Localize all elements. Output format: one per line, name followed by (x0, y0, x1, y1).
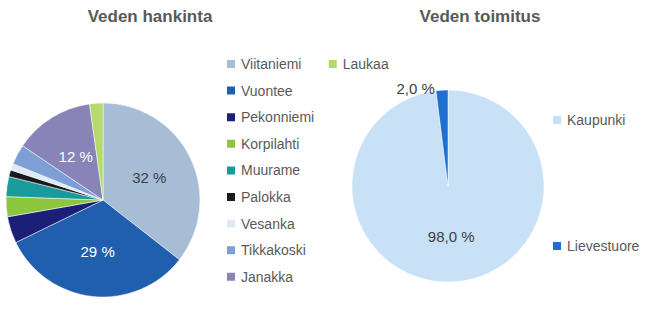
svg-text:Veden toimitus: Veden toimitus (420, 7, 541, 26)
svg-text:Palokka: Palokka (241, 189, 291, 205)
svg-text:Lievestuore: Lievestuore (567, 238, 640, 254)
svg-text:Viitaniemi: Viitaniemi (241, 56, 301, 72)
svg-text:32 %: 32 % (132, 169, 166, 186)
svg-text:Vesanka: Vesanka (241, 216, 295, 232)
svg-text:2,0 %: 2,0 % (396, 80, 434, 97)
svg-text:29 %: 29 % (81, 243, 115, 260)
svg-text:98,0 %: 98,0 % (428, 228, 475, 245)
svg-text:Laukaa: Laukaa (343, 56, 389, 72)
svg-text:Janakka: Janakka (241, 269, 293, 285)
svg-text:Vuontee: Vuontee (241, 83, 293, 99)
svg-text:12 %: 12 % (59, 148, 93, 165)
svg-text:Muurame: Muurame (241, 162, 300, 178)
svg-text:Kaupunki: Kaupunki (567, 112, 625, 128)
svg-text:Veden hankinta: Veden hankinta (88, 7, 213, 26)
svg-text:Tikkakoski: Tikkakoski (241, 242, 306, 258)
svg-text:Pekonniemi: Pekonniemi (241, 109, 314, 125)
svg-text:Korpilahti: Korpilahti (241, 136, 299, 152)
